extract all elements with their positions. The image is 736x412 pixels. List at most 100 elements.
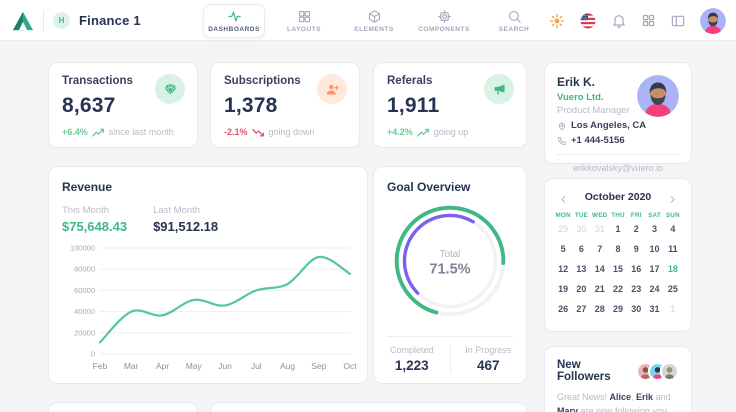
calendar-day[interactable]: 4 [670, 224, 676, 234]
goal-title: Goal Overview [387, 180, 471, 194]
tab-layouts[interactable]: LAYOUTS [273, 4, 335, 38]
calendar-day[interactable]: 13 [576, 264, 587, 274]
triangle-logo-icon[interactable] [12, 11, 34, 31]
tab-dashboards[interactable]: DASHBOARDS [203, 3, 265, 38]
calendar-day[interactable]: 11 [668, 244, 678, 254]
calendar-day-name: SAT [648, 212, 661, 219]
calendar-day-name: SUN [665, 212, 680, 219]
calendar-grid: 29 30 31 1 2 3 4 5 6 7 8 9 10 11 12 13 14 15 16 17 18 19 20 21 2… [554, 222, 682, 316]
profile-location: Los Angeles, CA [571, 120, 647, 131]
calendar-day[interactable]: 26 [558, 304, 569, 314]
this-month-value: $75,648.43 [62, 219, 128, 234]
svg-text:60000: 60000 [74, 286, 95, 295]
goal-gauge: Total 71.5% [387, 198, 513, 324]
stat-card-transactions: Transactions 8,637 +6.4% since last mont… [48, 62, 198, 148]
goal-overview-card: Goal Overview Total 71.5% Completed 1,22… [373, 166, 527, 384]
tab-search[interactable]: SEARCH [483, 4, 545, 38]
revenue-line-chart[interactable]: 0 20000 40000 60000 80000 100000 Feb Mar Apr May J… [62, 238, 358, 378]
apps-grid-icon[interactable] [641, 13, 656, 28]
calendar-day[interactable]: 30 [631, 304, 642, 314]
calendar-day[interactable]: 23 [631, 284, 642, 294]
in-progress-value: 467 [476, 358, 500, 373]
message-text: , [631, 392, 637, 402]
calendar-day[interactable]: 20 [576, 284, 587, 294]
calendar-day[interactable]: 30 [576, 224, 587, 234]
svg-text:Sep: Sep [311, 361, 326, 371]
follower-avatars[interactable] [636, 361, 679, 381]
goal-footer: Completed 1,223 In Progress 467 [374, 345, 526, 373]
calendar-day[interactable]: 7 [597, 244, 603, 254]
calendar-day[interactable]: 1 [615, 224, 621, 234]
trend-up-icon [417, 128, 430, 137]
tab-elements[interactable]: ELEMENTS [343, 4, 405, 38]
message-text: Great News! [557, 392, 610, 402]
trend-note: going down [268, 127, 315, 137]
calendar-day[interactable]: 29 [612, 304, 623, 314]
bell-icon[interactable] [611, 13, 627, 29]
calendar-day[interactable]: 16 [631, 264, 642, 274]
calendar-day[interactable]: 12 [558, 264, 569, 274]
activity-icon [227, 9, 242, 24]
calendar-day[interactable]: 14 [594, 264, 605, 274]
revenue-summary: This Month $75,648.43 Last Month $91,512… [62, 205, 354, 234]
navbar-actions [549, 0, 726, 41]
chevron-left-icon[interactable] [558, 192, 569, 203]
sidebar-toggle-icon[interactable] [670, 13, 686, 29]
card-stub [210, 402, 527, 412]
calendar-day[interactable]: 31 [594, 224, 605, 234]
tab-label: DASHBOARDS [208, 25, 260, 33]
calendar-day[interactable]: 29 [558, 224, 569, 234]
last-month-label: Last Month [153, 205, 201, 216]
calendar-day-names: MON TUE WED THU FRI SAT SUN [554, 212, 682, 219]
calendar-day[interactable]: 27 [576, 304, 587, 314]
chevron-right-icon[interactable] [667, 192, 678, 203]
calendar-day[interactable]: 1 [670, 304, 676, 314]
calendar-day[interactable]: 5 [560, 244, 566, 254]
calendar-day[interactable]: 8 [615, 244, 621, 254]
gauge-center-value: 71.5% [429, 262, 470, 278]
profile-email[interactable]: erikkovalsky@vuero.io [572, 163, 664, 173]
svg-text:Feb: Feb [93, 361, 108, 371]
navbar: H Finance 1 DASHBOARDS LAYOUTS ELEMEN [0, 0, 736, 41]
sun-icon[interactable] [549, 13, 565, 29]
calendar-day[interactable]: 10 [649, 244, 660, 254]
divider [557, 154, 679, 155]
us-flag-icon[interactable] [579, 12, 597, 30]
calendar-day-selected[interactable]: 18 [667, 264, 678, 274]
calendar-day[interactable]: 3 [652, 224, 658, 234]
user-plus-icon [317, 74, 347, 104]
calendar-day-name: FRI [630, 212, 642, 219]
profile-location-row: Los Angeles, CA [557, 120, 679, 131]
calendar-day[interactable]: 24 [649, 284, 660, 294]
gem-icon [155, 74, 185, 104]
card-stub [48, 402, 198, 412]
calendar-day[interactable]: 15 [612, 264, 623, 274]
calendar-day[interactable]: 22 [612, 284, 623, 294]
svg-text:May: May [186, 361, 203, 371]
calendar-day[interactable]: 17 [649, 264, 660, 274]
follower-avatar-mary[interactable] [660, 361, 679, 381]
calendar-day[interactable]: 2 [633, 224, 639, 234]
svg-text:100000: 100000 [70, 244, 95, 253]
project-badge[interactable]: H [53, 12, 70, 29]
calendar-day[interactable]: 6 [578, 244, 584, 254]
calendar-day[interactable]: 28 [594, 304, 605, 314]
tab-label: LAYOUTS [287, 25, 321, 33]
brand: H Finance 1 [12, 0, 141, 41]
profile-phone-row: +1 444-5156 [557, 135, 679, 146]
calendar-day[interactable]: 19 [558, 284, 569, 294]
calendar-day[interactable]: 31 [649, 304, 660, 314]
phone-icon [557, 136, 566, 145]
calendar-day[interactable]: 9 [633, 244, 639, 254]
followers-message: Great News! Alice, Erik and Mary are now… [557, 391, 679, 412]
goal-in-progress: In Progress 467 [451, 345, 527, 373]
calendar-day[interactable]: 25 [667, 284, 678, 294]
profile-company[interactable]: Vuero Ltd. [557, 92, 604, 103]
tab-components[interactable]: COMPONENTS [413, 4, 475, 38]
calendar-day[interactable]: 21 [594, 284, 605, 294]
follower-name: Mary [557, 405, 579, 412]
user-avatar[interactable] [700, 7, 726, 34]
trend-percent: +4.2% [387, 127, 413, 137]
svg-text:80000: 80000 [74, 265, 95, 274]
in-progress-label: In Progress [465, 345, 512, 355]
